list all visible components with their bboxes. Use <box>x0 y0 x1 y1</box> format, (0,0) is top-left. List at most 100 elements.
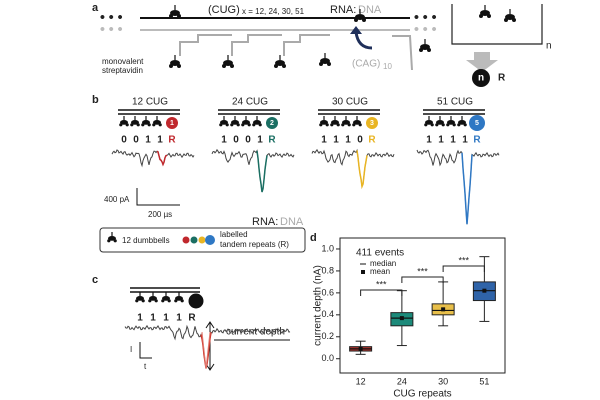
construct-title: 24 CUG <box>232 97 268 108</box>
panel-c-shapes <box>130 287 290 371</box>
x-tick-label: 12 <box>356 376 366 386</box>
dumbbell <box>354 18 358 22</box>
cag-subscript: 10 <box>383 62 392 71</box>
dumbbell <box>458 120 466 125</box>
dumbbell <box>120 120 128 125</box>
code-digit: R <box>188 313 196 324</box>
mean <box>482 288 487 293</box>
node-tag: R <box>498 73 506 84</box>
dumbbell <box>258 123 262 127</box>
mean <box>358 346 363 351</box>
dumbbell <box>504 18 508 22</box>
x-tick-label: 24 <box>397 376 407 386</box>
significance-bracket <box>442 265 485 272</box>
tag-circle <box>266 117 278 129</box>
dumbbell <box>425 120 433 125</box>
y-tick-label: 0.4 <box>321 309 334 319</box>
dumbbell <box>253 120 261 125</box>
dumbbell <box>152 123 156 127</box>
dumbbell <box>441 123 445 127</box>
svg-text:• • •: • • • <box>414 21 437 37</box>
code-digit: 0 <box>233 135 239 146</box>
dumbbell <box>419 48 423 52</box>
rna-label: RNA: <box>330 4 356 16</box>
tag-circle <box>469 115 485 131</box>
code-digit: R <box>168 135 176 146</box>
dumbbell <box>161 299 165 303</box>
dumbbell <box>158 123 162 127</box>
panel-a-shapes: • • • • • • • • • • • • <box>100 4 543 87</box>
code-digit: 1 <box>257 135 263 146</box>
code-digit: 1 <box>438 135 444 146</box>
dumbbell <box>225 123 229 127</box>
dumbbell <box>174 299 178 303</box>
dumbbell <box>141 299 145 303</box>
mean <box>399 316 404 321</box>
dumbbell <box>162 296 170 301</box>
dumbbell <box>420 44 430 50</box>
dumbbell <box>167 299 171 303</box>
svg-text:• • •: • • • <box>414 9 437 25</box>
dumbbell <box>142 120 150 125</box>
tag-label: 3 <box>370 120 374 127</box>
code-digit: 1 <box>137 313 143 324</box>
dumbbell <box>169 14 173 18</box>
dumbbell <box>447 120 455 125</box>
code-digit: 0 <box>133 135 139 146</box>
code-digit: 1 <box>333 135 339 146</box>
code-digit: 1 <box>462 135 468 146</box>
dumbbell <box>236 123 240 127</box>
svg-text:• • •: • • • <box>100 9 123 25</box>
dumbbell <box>241 123 245 127</box>
dumbbell <box>230 123 234 127</box>
code-digit: 1 <box>450 135 456 146</box>
legend-text: median <box>370 259 396 268</box>
dumbbell <box>435 123 439 127</box>
dumbbell <box>319 123 323 127</box>
dumbbell <box>222 64 226 68</box>
dumbbell <box>436 120 444 125</box>
dumbbell <box>230 64 234 68</box>
dumbbell <box>452 123 456 127</box>
dumbbell <box>170 10 180 16</box>
y-tick-label: 1.0 <box>321 243 334 253</box>
code-digit: 1 <box>176 313 182 324</box>
significance-bracket <box>360 289 403 296</box>
dumbbell <box>512 18 516 22</box>
dumbbell <box>148 299 152 303</box>
dumbbell <box>358 123 362 127</box>
dumbbell <box>427 48 431 52</box>
trace <box>111 149 195 168</box>
y-tick-label: 0.8 <box>321 265 334 275</box>
legend-dot <box>198 236 206 244</box>
panel-label: d <box>310 232 317 244</box>
dumbbell <box>147 123 151 127</box>
trace-peak <box>461 152 473 225</box>
plot-frame <box>339 237 506 374</box>
code-digit: 0 <box>245 135 251 146</box>
trace <box>211 148 295 193</box>
dumbbell <box>479 14 483 18</box>
dumbbell <box>320 58 330 64</box>
legend-box <box>99 227 306 253</box>
linker-label: streptavidin <box>102 66 143 75</box>
dumbbell <box>457 123 461 127</box>
depth-label: current depth <box>226 327 285 338</box>
trace <box>311 148 395 189</box>
dumbbell <box>130 123 134 127</box>
code-digit: 0 <box>121 135 127 146</box>
dumbbell <box>342 120 350 125</box>
annotation: 411 events <box>356 248 404 259</box>
dumbbell <box>325 123 329 127</box>
svg-text:• • •: • • • <box>100 21 123 37</box>
dumbbell <box>131 120 139 125</box>
dumbbell <box>505 14 515 20</box>
dumbbell <box>330 123 334 127</box>
legend-text: tandem repeats (R) <box>220 240 289 249</box>
dumbbell <box>136 123 140 127</box>
dumbbell <box>480 10 490 16</box>
panel-label: b <box>92 94 99 106</box>
dna-label: DNA <box>358 4 382 16</box>
dumbbell <box>220 120 228 125</box>
construct-title: 51 CUG <box>437 97 473 108</box>
